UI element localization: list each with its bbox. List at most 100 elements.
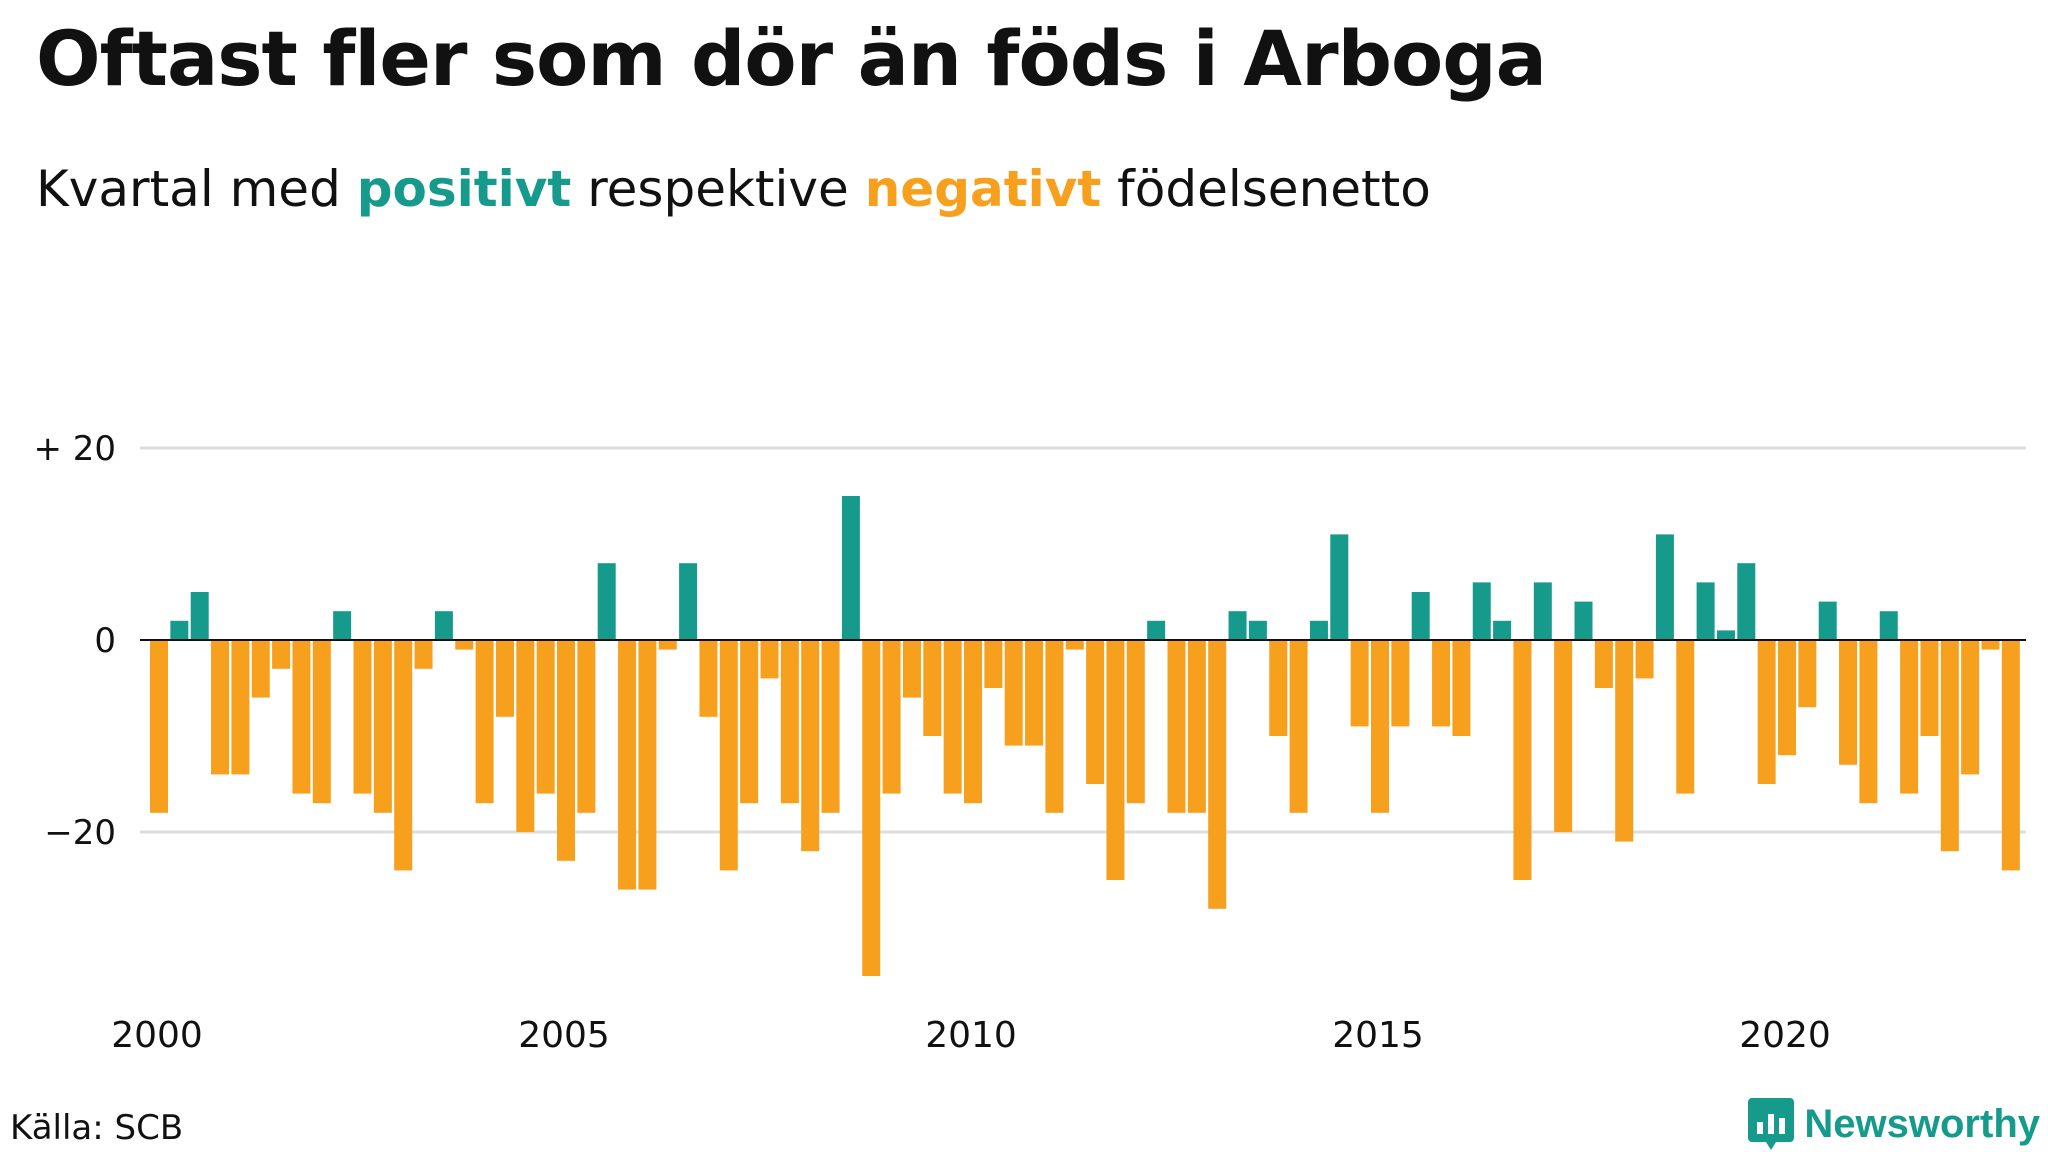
bar: [1940, 640, 1959, 852]
bar: [1737, 563, 1756, 640]
bars: [150, 496, 2020, 976]
bar: [943, 640, 962, 794]
bar: [1452, 640, 1471, 736]
bar: [638, 640, 657, 890]
bar: [618, 640, 637, 890]
bar: [699, 640, 718, 717]
bar: [1818, 601, 1837, 640]
bar: [1696, 582, 1715, 640]
bar: [190, 592, 209, 640]
y-tick-label: −20: [44, 813, 116, 853]
gridlines: [140, 446, 2026, 834]
bar: [1716, 630, 1735, 640]
bar: [272, 640, 291, 669]
bar: [1879, 611, 1898, 640]
subtitle-middle: respektive: [587, 160, 849, 218]
bar: [170, 620, 189, 640]
bar: [1778, 640, 1796, 756]
bar: [1004, 640, 1023, 746]
bar: [1594, 640, 1613, 688]
axis-labels: + 20 0 −20 2000 2005 2010 2015 2020: [33, 429, 2026, 1056]
bar: [1126, 640, 1145, 804]
bar-chart: + 20 0 −20 2000 2005 2010 2015 2020: [33, 429, 2026, 1056]
bar: [1859, 640, 1878, 804]
brand-logo: Newsworthy: [1748, 1098, 2040, 1150]
chart-title: Oftast fler som dör än föds i Arboga: [36, 14, 1547, 103]
subtitle-positive-word: positivt: [356, 160, 572, 218]
bar: [1655, 534, 1674, 640]
brand-name: Newsworthy: [1804, 1101, 2040, 1146]
bar: [1289, 640, 1308, 813]
subtitle-prefix: Kvartal med: [36, 160, 341, 218]
bar: [394, 640, 413, 871]
bar: [1900, 640, 1919, 794]
bar: [882, 640, 901, 794]
bar: [455, 640, 474, 650]
bar: [1228, 611, 1247, 640]
bar: [1411, 592, 1430, 640]
newsworthy-logo-icon: [1748, 1098, 1795, 1150]
bar: [801, 640, 820, 852]
bar: [1493, 620, 1512, 640]
bar: [1961, 640, 1980, 775]
bar: [434, 611, 453, 640]
bar: [862, 640, 881, 976]
bar: [1533, 582, 1552, 640]
x-tick-label: 2015: [1332, 1015, 1424, 1056]
bar: [902, 640, 921, 698]
bar: [1330, 534, 1349, 640]
bar: [1472, 582, 1491, 640]
bar: [821, 640, 840, 813]
subtitle-negative-word: negativt: [864, 160, 1102, 218]
bar: [984, 640, 1003, 688]
bar: [1981, 640, 2000, 650]
bar: [1757, 640, 1776, 784]
bar: [1147, 620, 1166, 640]
bar: [251, 640, 270, 698]
bar: [577, 640, 596, 813]
x-tick-label: 2020: [1739, 1015, 1831, 1056]
bar: [1309, 620, 1328, 640]
bar: [679, 563, 698, 640]
bar: [1187, 640, 1206, 813]
subtitle-suffix: födelsenetto: [1117, 160, 1431, 218]
y-tick-label: + 20: [33, 429, 116, 469]
bar: [373, 640, 392, 813]
bar: [1106, 640, 1125, 880]
bar: [414, 640, 433, 669]
bar: [150, 640, 168, 813]
bar: [1676, 640, 1695, 794]
bar: [923, 640, 942, 736]
bar: [1554, 640, 1573, 832]
bar: [1839, 640, 1858, 765]
bar: [658, 640, 677, 650]
bar: [333, 611, 352, 640]
bar: [1513, 640, 1532, 880]
bar: [597, 563, 616, 640]
bar: [516, 640, 535, 832]
bar: [231, 640, 250, 775]
bar: [1065, 640, 1084, 650]
bar: [1167, 640, 1186, 813]
x-tick-label: 2000: [111, 1015, 203, 1056]
bar: [1269, 640, 1288, 736]
y-tick-label: 0: [94, 621, 116, 661]
bar: [1248, 620, 1267, 640]
bar: [1574, 601, 1593, 640]
bar: [1045, 640, 1064, 813]
bar: [1350, 640, 1369, 727]
bar: [1615, 640, 1634, 842]
bar: [841, 496, 860, 640]
x-tick-label: 2005: [518, 1015, 610, 1056]
bar: [1391, 640, 1410, 727]
chart-subtitle: Kvartal med positivt respektive negativt…: [36, 160, 1431, 218]
bar: [760, 640, 779, 679]
bar: [557, 640, 575, 861]
x-tick-label: 2010: [925, 1015, 1017, 1056]
bar: [1635, 640, 1654, 679]
bar: [2001, 640, 2020, 871]
bar: [740, 640, 759, 804]
bar: [211, 640, 230, 775]
bar: [312, 640, 331, 804]
bar: [1432, 640, 1451, 727]
